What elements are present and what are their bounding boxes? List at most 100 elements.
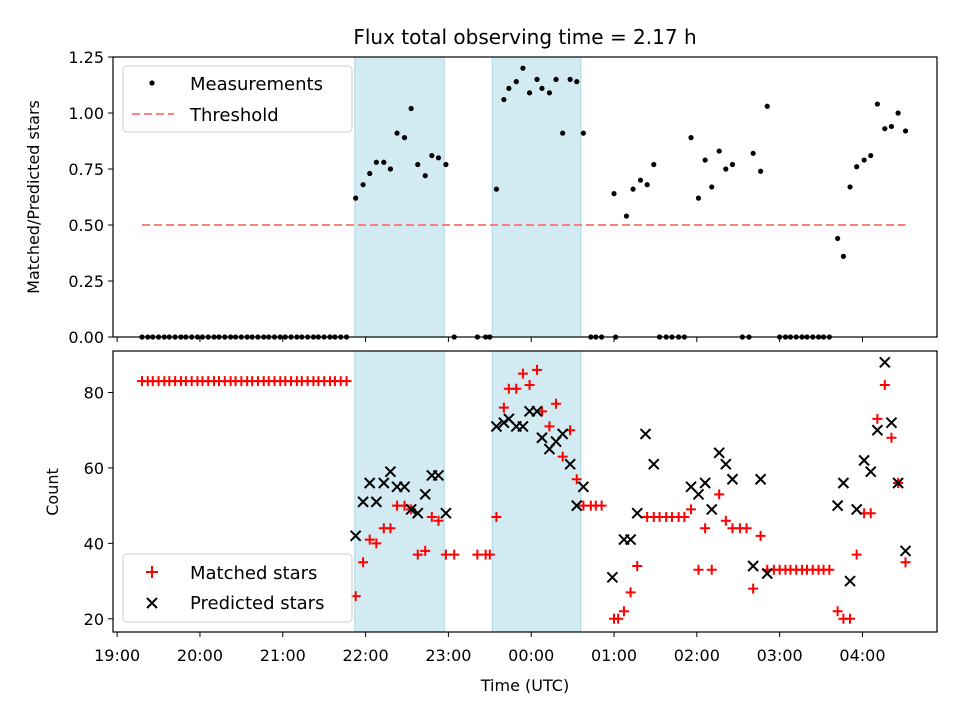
matched-stars-point [596,500,607,511]
matched-stars-point [420,545,431,556]
matched-stars-point [679,511,690,522]
measurement-point [360,182,366,188]
measurement-point [861,157,867,163]
matched-stars-point [845,613,856,624]
y-tick-label: 0.25 [68,272,104,291]
y-tick-label: 80 [84,383,104,402]
y-tick-label: 0.75 [68,160,104,179]
measurement-point [695,195,702,201]
matched-stars-point [748,583,759,594]
predicted-stars-point [837,477,850,489]
predicted-stars-point [405,503,417,516]
measurement-point [429,152,435,159]
x-tick-label: 03:00 [757,646,803,665]
matched-stars-point [625,587,636,598]
y-tick-label: 60 [84,459,104,478]
measurement-point [847,184,853,190]
x-tick-label: 23:00 [425,646,471,665]
predicted-stars-point [892,477,904,489]
predicted-stars-point [398,481,411,493]
top-panel: 0.00 0.25 0.50 0.75 1.00 1.25 Matched/Predict… [24,48,938,347]
predicted-stars-point [850,503,863,516]
matched-stars-point [557,451,568,462]
predicted-stars-point [370,496,383,508]
measurement-point [513,79,519,85]
measurement-point [637,177,644,183]
predicted-stars-point [517,420,529,433]
matched-stars-point [341,376,352,387]
matched-stars-point [449,549,460,560]
matched-stars-point [491,511,502,522]
measurement-point [574,79,580,85]
top-panel-legend: Measurements Threshold [122,65,353,133]
legend-predicted-label: Predicted stars [190,593,324,614]
matched-stars-point [879,379,890,390]
measurement-point [353,195,359,201]
matched-stars-point [536,406,547,417]
matched-stars-point [741,523,752,534]
matched-stars-point [613,613,624,624]
measurement-point [435,155,442,161]
matched-stars-point [886,432,897,443]
matched-stars-point [872,413,883,424]
matched-stars-point [511,383,522,394]
y-tick-label: 1.00 [68,104,104,123]
measurement-point [506,85,512,91]
matched-stars-point [851,549,862,560]
measurement-point [723,166,729,172]
predicted-stars-point [364,477,376,489]
predicted-stars-point [844,575,856,587]
matched-stars-point [571,474,582,485]
matched-stars-point [358,557,369,568]
measurement-point [520,65,526,71]
predicted-stars-point [412,507,424,519]
predicted-stars-point [419,488,431,501]
bottom-panel-ylabel: Count [43,468,62,516]
top-panel-ticks: 0.00 0.25 0.50 0.75 1.00 1.25 [68,48,863,347]
matched-stars-point [714,489,725,500]
bottom-panel: 20 40 60 80 19:00 20:00 21:00 22:00 23:00 00:00 01… [43,350,938,695]
matched-stars-point [412,549,423,560]
measurement-point [854,164,860,170]
y-tick-label: 0.50 [68,216,104,235]
predicted-stars-point [706,503,718,516]
matched-stars-point [686,504,697,515]
measurement-point [415,161,421,168]
predicted-stars-point [648,458,660,470]
predicted-stars-point [899,545,912,557]
measurement-point [764,103,770,109]
predicted-stars-point [432,469,445,482]
predicted-stars-point [606,571,619,584]
matched-stars-point [498,402,509,413]
matched-stars-point [618,606,629,617]
measurement-point [526,90,533,96]
x-tick-label: 19:00 [94,646,140,665]
matched-stars-point [700,523,711,534]
matched-stars-point [720,515,731,526]
predicted-stars-point [631,507,643,519]
shaded-interval [354,56,445,338]
legend-box [122,65,353,133]
measurement-point [750,150,756,156]
measurement-point [888,123,895,130]
legend-measurements-label: Measurements [190,74,323,95]
measurement-point [630,186,636,192]
matched-stars-point [832,606,843,617]
matched-stars-point [551,398,562,409]
y-tick-label: 0.00 [68,328,104,347]
measurement-point [553,76,559,82]
predicted-stars-point [639,428,652,440]
matched-stars-point [371,538,382,549]
measurement-point [709,184,715,190]
legend-predicted-marker [146,597,158,609]
measurement-point [422,173,428,179]
matched-stars-point [865,508,876,519]
x-tick-label: 02:00 [674,646,720,665]
bottom-panel-frame [112,350,938,633]
top-panel-ylabel: Matched/Predicted stars [24,100,43,294]
matched-stars-point [517,368,528,379]
predicted-stars-point [747,560,759,572]
matched-stars-point [364,534,375,545]
measurement-point [387,166,394,172]
